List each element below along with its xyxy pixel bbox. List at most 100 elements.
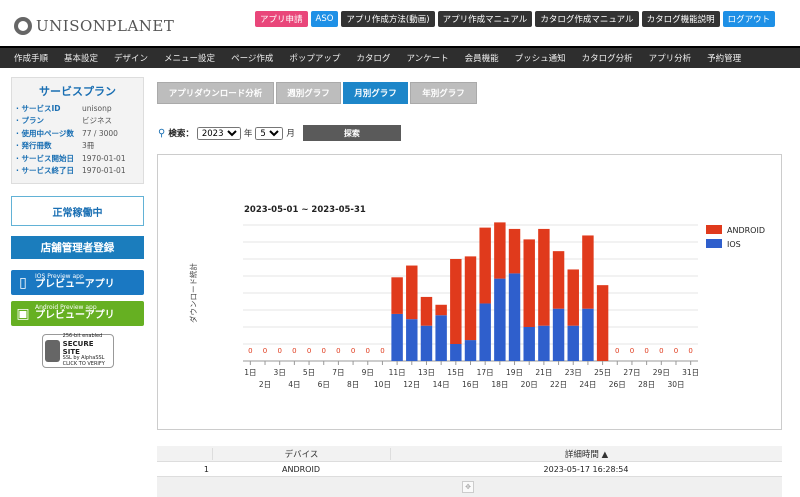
bar-android — [582, 235, 594, 309]
ios-preview-small: IOS Preview app — [35, 273, 84, 281]
bar-android — [406, 265, 418, 320]
plan-key: サービス開始日 — [16, 153, 82, 164]
logout-button[interactable]: ログアウト — [722, 11, 776, 27]
month-select[interactable]: 5 — [255, 126, 284, 140]
table-row[interactable]: 1 ANDROID 2023-05-17 16:28:54 — [157, 462, 782, 476]
x-tick-label: 25日 — [594, 368, 611, 377]
ios-preview-big: プレビューアプリ — [35, 279, 115, 291]
legend-label-android: ANDROID — [727, 226, 765, 235]
app-apply-button[interactable]: アプリ申請 — [255, 11, 308, 27]
data-label-zero: 0 — [336, 347, 340, 355]
bar-android — [596, 285, 609, 361]
nav-item-app-analytics[interactable]: アプリ分析 — [648, 54, 692, 64]
bar-android — [435, 304, 447, 316]
plan-row: 発行冊数 3冊 — [12, 140, 143, 153]
nav-item-basic-settings[interactable]: 基本設定 — [64, 54, 99, 64]
legend-swatch-android — [706, 225, 722, 234]
catalog-features-button[interactable]: カタログ機能説明 — [641, 11, 720, 27]
tab-yearly-graph[interactable]: 年別グラフ — [410, 82, 477, 104]
detail-table: デバイス 詳細時間 ▲ 1 ANDROID 2023-05-17 16:28:5… — [157, 446, 782, 497]
year-select[interactable]: 2023 — [196, 126, 241, 140]
tab-monthly-graph[interactable]: 月別グラフ — [343, 82, 408, 104]
pager-control-icon[interactable]: ✥ — [462, 481, 474, 493]
data-label-zero: 0 — [248, 347, 252, 355]
x-tick-label: 6日 — [318, 380, 330, 389]
nav-item-survey[interactable]: アンケート — [406, 54, 449, 64]
data-label-zero: 0 — [659, 347, 663, 355]
register-admin-button[interactable]: 店舗管理者登録 — [11, 236, 144, 259]
nav-item-members[interactable]: 会員機能 — [464, 54, 499, 64]
data-label-zero: 0 — [380, 347, 384, 355]
column-header-device[interactable]: デバイス — [212, 447, 390, 460]
nav-item-menu-settings[interactable]: メニュー設定 — [164, 54, 216, 64]
sidebar: サービスプラン サービスID unisonp プラン ビジネス 使用中ページ数 … — [11, 77, 144, 368]
x-tick-label: 31日 — [682, 368, 699, 377]
catalog-manual-button[interactable]: カタログ作成マニュアル — [535, 11, 639, 27]
x-tick-label: 28日 — [638, 380, 655, 389]
x-tick-label: 27日 — [623, 368, 640, 377]
nav-item-reservations[interactable]: 予約管理 — [707, 54, 742, 64]
x-tick-label: 12日 — [403, 380, 420, 389]
legend-label-ios: IOS — [727, 240, 741, 249]
bar-ios — [420, 325, 433, 361]
table-header-row: デバイス 詳細時間 ▲ — [157, 446, 782, 462]
bar-ios — [391, 313, 403, 361]
tab-weekly-graph[interactable]: 週別グラフ — [276, 82, 341, 104]
data-label-zero: 0 — [307, 347, 311, 355]
android-icon: ▣ — [16, 305, 30, 322]
x-tick-label: 30日 — [667, 380, 684, 389]
data-label-zero: 0 — [366, 347, 370, 355]
lock-icon — [44, 340, 60, 362]
nav-item-catalog-analytics[interactable]: カタログ分析 — [581, 54, 633, 64]
nav-item-design[interactable]: デザイン — [114, 54, 149, 64]
graph-tabs: アプリダウンロード分析 週別グラフ 月別グラフ 年別グラフ — [157, 82, 477, 104]
x-tick-label: 3日 — [274, 368, 286, 377]
bar-ios — [523, 327, 535, 361]
table-cell-index: 1 — [203, 464, 209, 474]
android-preview-app-button[interactable]: ▣ Android Preview app プレビューアプリ — [11, 301, 144, 326]
header: UNISONPLANET アプリ申請 ASO アプリ作成方法(動画) アプリ作成… — [0, 0, 800, 44]
logo[interactable]: UNISONPLANET — [14, 14, 174, 38]
tab-download-analysis[interactable]: アプリダウンロード分析 — [157, 82, 274, 104]
x-tick-label: 29日 — [653, 368, 670, 377]
data-label-zero: 0 — [674, 347, 678, 355]
plan-value: 1970-01-01 — [82, 166, 126, 176]
x-tick-label: 18日 — [491, 380, 508, 389]
data-label-zero: 0 — [351, 347, 355, 355]
bar-ios — [494, 278, 506, 361]
plan-key: サービスID — [16, 103, 82, 114]
bar-ios — [450, 344, 462, 361]
bar-android — [479, 227, 491, 304]
x-tick-label: 11日 — [389, 368, 406, 377]
search-icon: ⚲ — [158, 127, 166, 139]
plan-key: サービス終了日 — [16, 165, 82, 176]
nav-item-catalog[interactable]: カタログ — [356, 54, 391, 64]
android-preview-text: Android Preview app プレビューアプリ — [35, 304, 115, 322]
bar-ios — [582, 308, 594, 361]
plan-row: サービスID unisonp — [12, 102, 143, 115]
x-tick-label: 23日 — [565, 368, 582, 377]
video-guide-button[interactable]: アプリ作成方法(動画) — [341, 11, 435, 27]
column-header-time[interactable]: 詳細時間 ▲ — [390, 447, 782, 460]
ios-preview-app-button[interactable]: ▯ IOS Preview app プレビューアプリ — [11, 270, 144, 295]
data-label-zero: 0 — [292, 347, 296, 355]
bar-ios — [567, 325, 579, 361]
nav-item-popup[interactable]: ポップアップ — [289, 54, 341, 64]
data-label-zero: 0 — [277, 347, 281, 355]
nav-item-push[interactable]: プッシュ通知 — [514, 54, 566, 64]
nav-item-steps[interactable]: 作成手順 — [14, 54, 49, 64]
nav-item-page-create[interactable]: ページ作成 — [231, 54, 274, 64]
app-manual-button[interactable]: アプリ作成マニュアル — [437, 11, 533, 27]
aso-button[interactable]: ASO — [310, 11, 339, 27]
data-label-zero: 0 — [688, 347, 692, 355]
ssl-seal[interactable]: 256-bit enabled SECURE SITE SSL by Alpha… — [41, 334, 114, 368]
search-button[interactable]: 探索 — [302, 125, 401, 141]
x-tick-label: 16日 — [462, 380, 479, 389]
bar-android — [552, 251, 565, 309]
x-tick-label: 5日 — [303, 368, 315, 377]
x-tick-label: 7日 — [332, 368, 344, 377]
bar-ios — [508, 273, 521, 361]
search-label: 検索： — [168, 129, 194, 139]
data-label-zero: 0 — [321, 347, 325, 355]
table-cell-time: 2023-05-17 16:28:54 — [543, 464, 629, 474]
